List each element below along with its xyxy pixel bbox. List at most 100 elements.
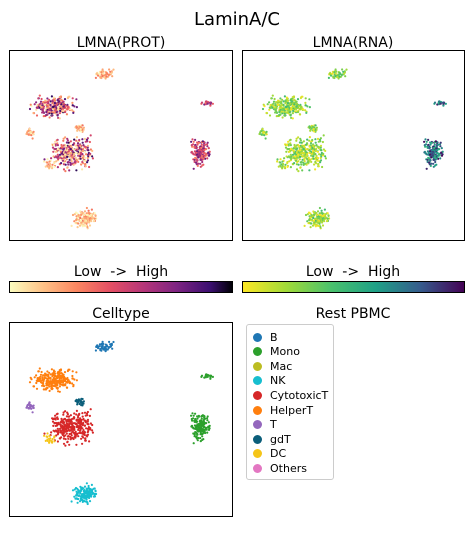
scatter-point	[53, 165, 56, 168]
scatter-point	[73, 105, 76, 108]
scatter-point	[197, 153, 200, 156]
scatter-point	[101, 68, 104, 71]
scatter-point	[86, 501, 89, 504]
scatter-point	[102, 70, 105, 73]
scatter-point	[299, 166, 302, 169]
colorbar-rna	[242, 281, 465, 293]
scatter-point	[325, 220, 329, 223]
scatter-point	[56, 99, 59, 102]
scatter-point	[304, 109, 307, 112]
scatter-point	[205, 422, 208, 425]
scatter-point	[295, 103, 298, 106]
scatter-point	[91, 429, 94, 432]
scatter-point	[62, 373, 65, 376]
legend-marker	[253, 405, 262, 415]
scatter-point	[97, 347, 100, 350]
scatter-point	[272, 100, 276, 103]
scatter-point	[333, 71, 336, 74]
scatter-point	[84, 219, 88, 222]
scatter-point	[50, 368, 54, 371]
scatter-point	[424, 138, 427, 141]
scatter-point	[288, 139, 291, 142]
scatter-point	[86, 146, 89, 149]
scatter-point	[43, 434, 46, 437]
scatter-point	[69, 422, 72, 425]
scatter-point	[57, 379, 60, 383]
scatter-point	[300, 163, 303, 166]
scatter-point	[81, 168, 84, 171]
scatter-point	[44, 165, 47, 168]
scatter-point	[105, 75, 108, 78]
scatter-point	[71, 430, 74, 433]
scatter-point	[54, 144, 57, 147]
scatter-point	[316, 217, 319, 220]
scatter-point	[438, 148, 441, 151]
scatter-point	[57, 116, 60, 119]
scatter-point	[35, 374, 38, 377]
scatter-point	[76, 216, 79, 219]
scatter-point	[271, 94, 274, 97]
scatter-point	[433, 143, 436, 146]
scatter-point	[201, 164, 204, 167]
scatter-point	[197, 156, 200, 159]
scatter-point	[85, 487, 88, 490]
scatter-point	[56, 108, 60, 111]
scatter-point	[291, 117, 294, 120]
scatter-point	[439, 102, 442, 105]
scatter-point	[85, 482, 88, 485]
scatter-point	[77, 160, 80, 163]
panel-frame-rna	[242, 50, 465, 241]
scatter-point	[434, 164, 437, 167]
scatter-point	[56, 381, 60, 384]
scatter-point	[52, 379, 55, 382]
scatter-point	[71, 104, 74, 107]
scatter-point	[301, 95, 304, 98]
scatter-point	[273, 97, 276, 101]
scatter-point	[202, 421, 205, 424]
scatter-point	[205, 148, 208, 151]
scatter-point	[64, 384, 67, 387]
scatter-point	[80, 437, 83, 440]
scatter-point	[64, 160, 67, 163]
scatter-point	[430, 153, 433, 156]
scatter-point	[316, 150, 319, 153]
panel-frame-celltype	[9, 322, 233, 517]
scatter-point	[69, 161, 72, 164]
legend-item: B	[253, 330, 278, 344]
scatter-point	[48, 382, 51, 385]
scatter-point	[66, 376, 69, 380]
scatter-point	[72, 385, 75, 388]
scatter-point	[82, 154, 85, 157]
scatter-point	[66, 166, 69, 169]
scatter-point	[287, 150, 290, 153]
scatter-point	[79, 431, 82, 435]
scatter-point	[69, 148, 72, 151]
scatter-point	[194, 412, 197, 415]
scatter-point	[28, 133, 31, 136]
scatter-point	[73, 152, 76, 155]
scatter-point	[62, 100, 65, 103]
scatter-point	[50, 95, 54, 98]
scatter-point	[87, 220, 90, 223]
scatter-point	[201, 414, 204, 417]
legend-item: CytotoxicT	[253, 388, 328, 402]
scatter-point	[69, 108, 72, 111]
scatter-point	[44, 439, 47, 442]
scatter-point	[203, 423, 206, 426]
scatter-point	[83, 217, 86, 220]
scatter-point	[109, 343, 112, 346]
scatter-point	[324, 157, 327, 160]
scatter-point	[58, 112, 62, 115]
scatter-point	[53, 421, 56, 425]
scatter-point	[64, 110, 67, 114]
scatter-point	[192, 414, 195, 417]
scatter-point	[46, 439, 49, 442]
scatter-point	[75, 409, 78, 412]
scatter-point	[315, 211, 318, 215]
scatter-point	[65, 158, 68, 161]
scatter-point	[39, 100, 43, 103]
scatter-point	[285, 105, 288, 108]
scatter-point	[269, 106, 272, 109]
scatter-point	[70, 145, 73, 148]
